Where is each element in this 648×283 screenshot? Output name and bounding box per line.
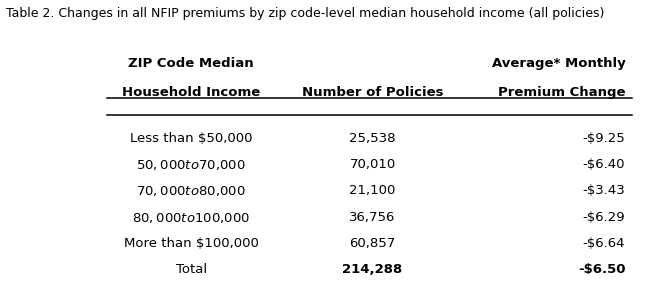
Text: $80,000 to $100,000: $80,000 to $100,000 [132,211,250,224]
Text: -$9.25: -$9.25 [583,132,625,145]
Text: 60,857: 60,857 [349,237,396,250]
Text: 70,010: 70,010 [349,158,396,171]
Text: Less than $50,000: Less than $50,000 [130,132,253,145]
Text: 25,538: 25,538 [349,132,396,145]
Text: Average* Monthly: Average* Monthly [492,57,625,70]
Text: 36,756: 36,756 [349,211,396,224]
Text: Number of Policies: Number of Policies [302,86,443,99]
Text: 21,100: 21,100 [349,184,396,197]
Text: $50,000 to $70,000: $50,000 to $70,000 [136,158,246,172]
Text: Premium Change: Premium Change [498,86,625,99]
Text: -$6.40: -$6.40 [583,158,625,171]
Text: -$3.43: -$3.43 [583,184,625,197]
Text: Household Income: Household Income [122,86,260,99]
Text: 214,288: 214,288 [343,263,402,276]
Text: -$6.50: -$6.50 [578,263,625,276]
Text: Table 2. Changes in all NFIP premiums by zip code-level median household income : Table 2. Changes in all NFIP premiums by… [6,7,605,20]
Text: $70,000 to $80,000: $70,000 to $80,000 [136,184,246,198]
Text: -$6.64: -$6.64 [583,237,625,250]
Text: ZIP Code Median: ZIP Code Median [128,57,254,70]
Text: -$6.29: -$6.29 [583,211,625,224]
Text: More than $100,000: More than $100,000 [124,237,259,250]
Text: Total: Total [176,263,207,276]
